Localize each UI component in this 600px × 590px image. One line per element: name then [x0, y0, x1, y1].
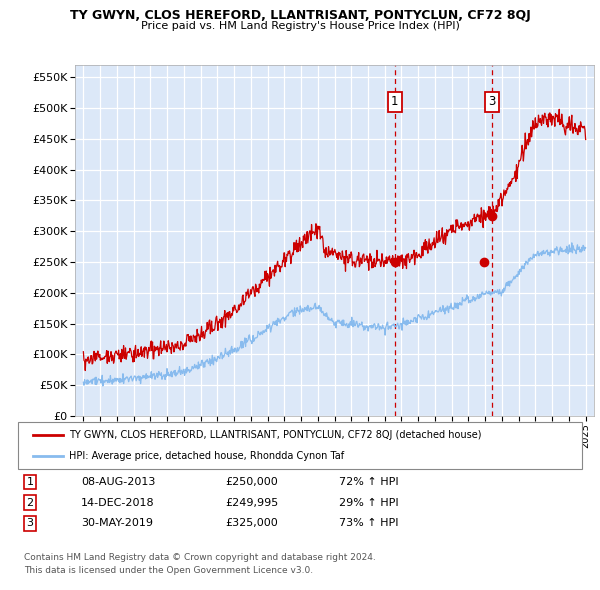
Text: Contains HM Land Registry data © Crown copyright and database right 2024.: Contains HM Land Registry data © Crown c…	[24, 553, 376, 562]
Text: 14-DEC-2018: 14-DEC-2018	[81, 498, 155, 507]
Text: £325,000: £325,000	[225, 519, 278, 528]
Text: 3: 3	[488, 96, 496, 109]
Text: 1: 1	[391, 96, 398, 109]
Text: This data is licensed under the Open Government Licence v3.0.: This data is licensed under the Open Gov…	[24, 566, 313, 575]
Text: 30-MAY-2019: 30-MAY-2019	[81, 519, 153, 528]
Text: HPI: Average price, detached house, Rhondda Cynon Taf: HPI: Average price, detached house, Rhon…	[69, 451, 344, 461]
Text: 72% ↑ HPI: 72% ↑ HPI	[339, 477, 398, 487]
Text: 1: 1	[26, 477, 34, 487]
Text: 2: 2	[26, 498, 34, 507]
Text: £250,000: £250,000	[225, 477, 278, 487]
Text: TY GWYN, CLOS HEREFORD, LLANTRISANT, PONTYCLUN, CF72 8QJ (detached house): TY GWYN, CLOS HEREFORD, LLANTRISANT, PON…	[69, 430, 482, 440]
Text: Price paid vs. HM Land Registry's House Price Index (HPI): Price paid vs. HM Land Registry's House …	[140, 21, 460, 31]
Text: 73% ↑ HPI: 73% ↑ HPI	[339, 519, 398, 528]
Text: 3: 3	[26, 519, 34, 528]
Text: 08-AUG-2013: 08-AUG-2013	[81, 477, 155, 487]
Text: £249,995: £249,995	[225, 498, 278, 507]
Text: TY GWYN, CLOS HEREFORD, LLANTRISANT, PONTYCLUN, CF72 8QJ: TY GWYN, CLOS HEREFORD, LLANTRISANT, PON…	[70, 9, 530, 22]
Text: 29% ↑ HPI: 29% ↑ HPI	[339, 498, 398, 507]
